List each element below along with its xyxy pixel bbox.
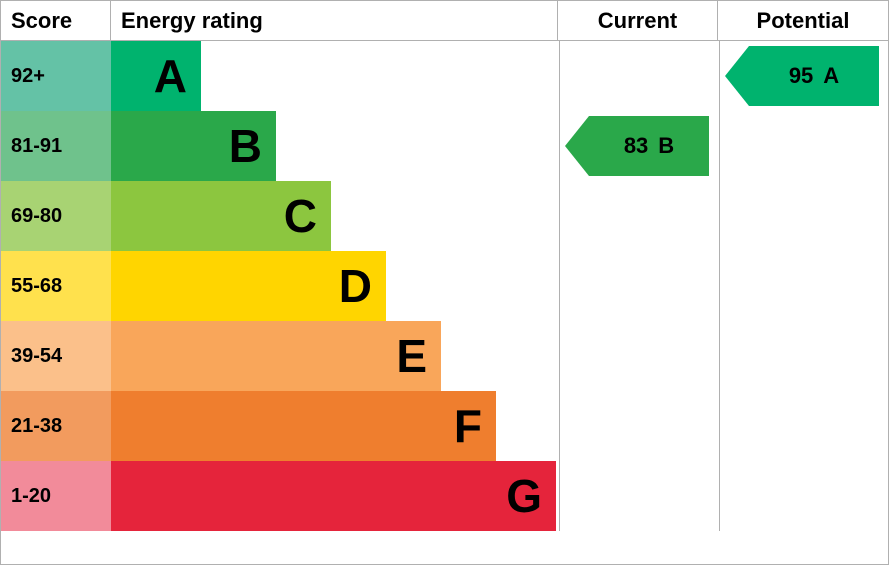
epc-chart: Score Energy rating Current Potential 92… [0,0,889,565]
potential-marker: 95 A [749,46,879,106]
rating-bar-b: B [111,111,276,181]
current-marker: 83 B [589,116,709,176]
header-rating: Energy rating [111,1,558,40]
column-separator [559,41,560,531]
potential-marker-arrow-icon [725,46,749,106]
rating-bar-d: D [111,251,386,321]
header-score: Score [1,1,111,40]
score-cell-e: 39-54 [1,321,111,391]
band-row-f: 21-38F [1,391,888,461]
header-potential: Potential [718,1,888,40]
header-row: Score Energy rating Current Potential [1,1,888,41]
current-marker-arrow-icon [565,116,589,176]
rating-bar-a: A [111,41,201,111]
potential-marker-value: 95 [789,63,813,89]
current-marker-value: 83 [624,133,648,159]
band-row-d: 55-68D [1,251,888,321]
current-marker-letter: B [658,133,674,159]
rating-bar-e: E [111,321,441,391]
score-cell-b: 81-91 [1,111,111,181]
rating-bar-c: C [111,181,331,251]
rows-container: 92+A81-91B69-80C55-68D39-54E21-38F1-20G [1,41,888,531]
potential-marker-letter: A [823,63,839,89]
band-row-g: 1-20G [1,461,888,531]
rating-bar-f: F [111,391,496,461]
score-cell-g: 1-20 [1,461,111,531]
band-row-e: 39-54E [1,321,888,391]
score-cell-f: 21-38 [1,391,111,461]
rating-bar-g: G [111,461,556,531]
score-cell-d: 55-68 [1,251,111,321]
column-separator [719,41,720,531]
header-current: Current [558,1,718,40]
score-cell-c: 69-80 [1,181,111,251]
band-row-c: 69-80C [1,181,888,251]
chart-body: 92+A81-91B69-80C55-68D39-54E21-38F1-20G … [1,41,888,566]
score-cell-a: 92+ [1,41,111,111]
band-row-b: 81-91B [1,111,888,181]
